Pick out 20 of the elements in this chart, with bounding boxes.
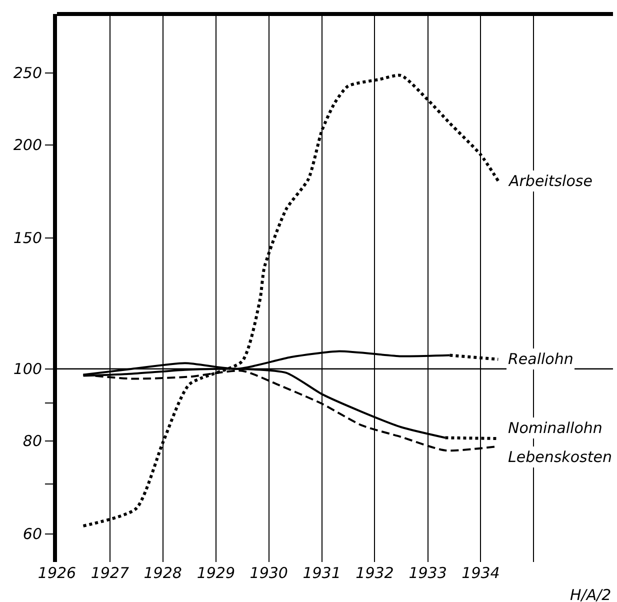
x-tick-label: 1932 bbox=[356, 564, 394, 582]
series-label: Arbeitslose bbox=[508, 172, 592, 190]
x-tick-label: 1933 bbox=[408, 564, 447, 582]
x-tick-label: 1927 bbox=[90, 564, 130, 582]
text: Nominallohn bbox=[508, 419, 602, 437]
y-tick-label: 200 bbox=[13, 136, 42, 154]
x-tick-label: 1934 bbox=[462, 564, 500, 582]
text: Reallohn bbox=[508, 350, 574, 368]
x-tick-label: 1929 bbox=[196, 564, 236, 582]
x-tick-label: 1926 bbox=[38, 564, 76, 582]
y-tick-label: 150 bbox=[13, 229, 42, 248]
y-tick-label: 100 bbox=[13, 360, 42, 378]
text: H/A/2 bbox=[570, 586, 612, 602]
x-tick-label: 1931 bbox=[302, 564, 341, 582]
x-tick-label: 1928 bbox=[144, 564, 182, 582]
y-tick-label: 250 bbox=[13, 64, 42, 82]
y-tick-label: 80 bbox=[22, 432, 42, 450]
y-tick-label: 60 bbox=[22, 525, 42, 544]
x-tick-label: 1930 bbox=[250, 564, 288, 582]
series-label: Lebenskosten bbox=[508, 448, 612, 466]
